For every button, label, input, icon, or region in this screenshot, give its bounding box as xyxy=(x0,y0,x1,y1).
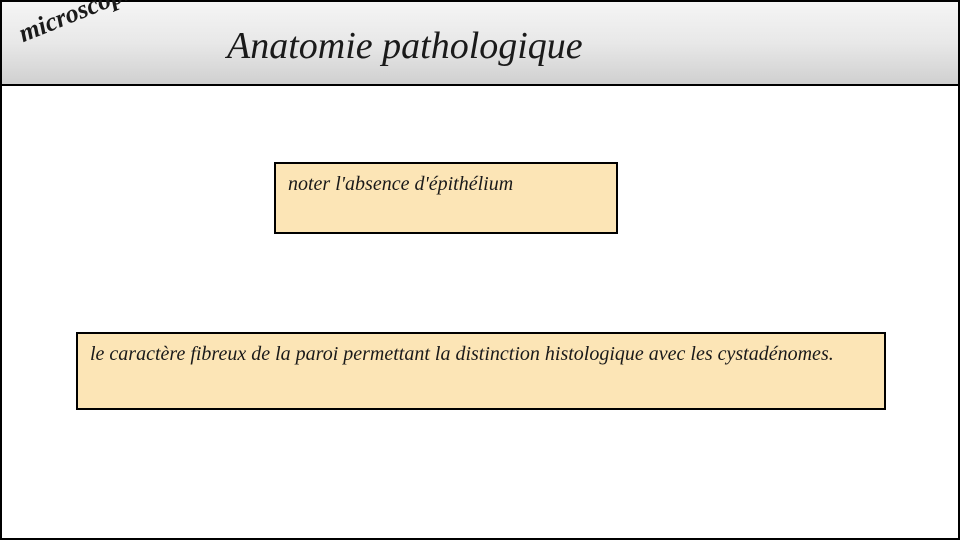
page-title: Anatomie pathologique xyxy=(227,24,583,68)
note-box-1: noter l'absence d'épithélium xyxy=(274,162,618,234)
note-text-1: noter l'absence d'épithélium xyxy=(288,173,513,195)
note-box-2: le caractère fibreux de la paroi permett… xyxy=(76,332,886,410)
corner-label: microscopie xyxy=(14,0,144,49)
note-text-2: le caractère fibreux de la paroi permett… xyxy=(90,343,834,365)
header-bar: microscopie Anatomie pathologique xyxy=(2,2,958,86)
